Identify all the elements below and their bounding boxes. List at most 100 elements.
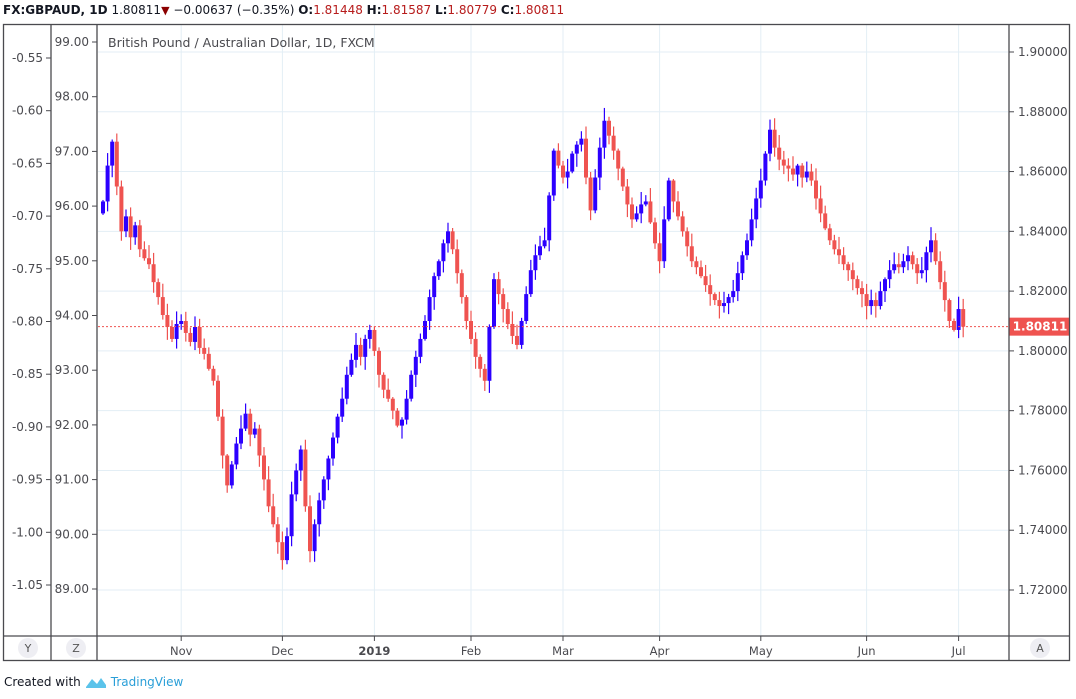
right-axis-label: 1.78000 — [1018, 404, 1068, 418]
candle-body — [731, 291, 736, 298]
right-axis-label: 1.80000 — [1018, 344, 1068, 358]
candle — [533, 244, 538, 280]
candle — [312, 519, 317, 562]
candle — [386, 378, 391, 402]
candle — [823, 205, 828, 231]
candle — [607, 116, 611, 145]
candle — [170, 320, 174, 343]
axis-button-a-label: A — [1036, 642, 1044, 655]
candle-body — [257, 428, 262, 456]
last-price-badge-text: 1.80811 — [1013, 320, 1068, 334]
candle-body — [924, 252, 929, 271]
candle — [929, 227, 933, 263]
candle-body — [906, 255, 910, 262]
candle — [344, 366, 349, 405]
candle — [381, 372, 386, 399]
candle-body — [271, 506, 276, 525]
candle-body — [942, 282, 947, 301]
last-price: 1.80811 — [111, 3, 162, 17]
candle-body — [110, 141, 115, 166]
candle-body — [804, 171, 809, 178]
left-axis-2-label: 89.00 — [55, 582, 89, 596]
candle — [777, 135, 782, 171]
candle-body — [666, 180, 671, 220]
candle — [680, 211, 685, 237]
candle-body — [745, 240, 749, 256]
candle-body — [892, 264, 897, 271]
candle-body — [657, 243, 662, 262]
candle-body — [689, 246, 694, 262]
candle-body — [726, 297, 731, 304]
candle — [896, 253, 901, 274]
chart-title: British Pound / Australian Dollar, 1D, F… — [108, 35, 375, 50]
candle — [377, 347, 381, 388]
candle-body — [653, 222, 657, 244]
candle — [855, 275, 860, 295]
candle — [892, 252, 897, 274]
time-axis-label: Mar — [552, 644, 574, 658]
candle — [423, 315, 427, 341]
candle — [156, 278, 161, 305]
candle-body — [308, 506, 312, 552]
candle — [436, 259, 441, 280]
candle-body — [478, 356, 483, 369]
candle-body — [317, 500, 322, 525]
candle — [137, 219, 142, 258]
candle — [183, 311, 188, 342]
candle — [915, 258, 920, 284]
candle — [841, 247, 846, 271]
candle-body — [602, 120, 607, 148]
candle — [795, 163, 800, 187]
candle-body — [510, 323, 515, 336]
candle — [413, 350, 418, 387]
candle — [570, 151, 575, 174]
symbol-header: FX:GBPAUD, 1D 1.80811▼ −0.00637 (−0.35%)… — [3, 3, 564, 17]
candle-body — [358, 344, 363, 357]
candle — [501, 288, 506, 323]
candle — [202, 338, 207, 360]
right-axis-label: 1.88000 — [1018, 105, 1068, 119]
candle-body — [501, 294, 506, 310]
candle-body — [248, 413, 253, 435]
candle-body — [625, 186, 630, 205]
candle — [781, 150, 786, 175]
axis-button-z[interactable]: Z — [66, 638, 86, 658]
candle-body — [280, 542, 285, 561]
candle-body — [823, 213, 828, 229]
candle-body — [772, 129, 777, 148]
candle-body — [878, 291, 883, 307]
candle-body — [450, 231, 455, 250]
candle — [331, 432, 335, 466]
axis-button-a[interactable]: A — [1030, 638, 1050, 658]
created-with-text: Created with — [4, 675, 81, 689]
candle — [427, 289, 432, 330]
candle-body — [850, 270, 855, 280]
low-value: 1.80779 — [447, 3, 498, 17]
candle-body — [887, 270, 892, 280]
candle — [404, 390, 409, 425]
candle — [101, 199, 105, 215]
left-axis-2-label: 91.00 — [55, 473, 89, 487]
candle-body — [262, 455, 266, 480]
candle — [124, 209, 128, 238]
candle — [749, 208, 754, 247]
last-price-badge — [1009, 317, 1070, 336]
left-axis-2-label: 93.00 — [55, 363, 89, 377]
candle — [211, 365, 216, 386]
candle — [726, 293, 731, 315]
axis-button-y[interactable]: Y — [18, 638, 38, 658]
right-axis-label: 1.82000 — [1018, 284, 1068, 298]
candle-body — [423, 321, 427, 339]
left-axis-2-label: 95.00 — [55, 254, 89, 268]
candle — [459, 269, 464, 304]
candle — [308, 495, 312, 563]
candle — [565, 158, 570, 189]
candle-body — [956, 309, 961, 330]
tradingview-link[interactable]: TradingView — [110, 675, 184, 689]
candle — [252, 422, 257, 439]
candle — [524, 286, 529, 324]
candle — [671, 179, 676, 213]
tradingview-logo-icon — [85, 678, 106, 688]
candle — [676, 191, 680, 221]
